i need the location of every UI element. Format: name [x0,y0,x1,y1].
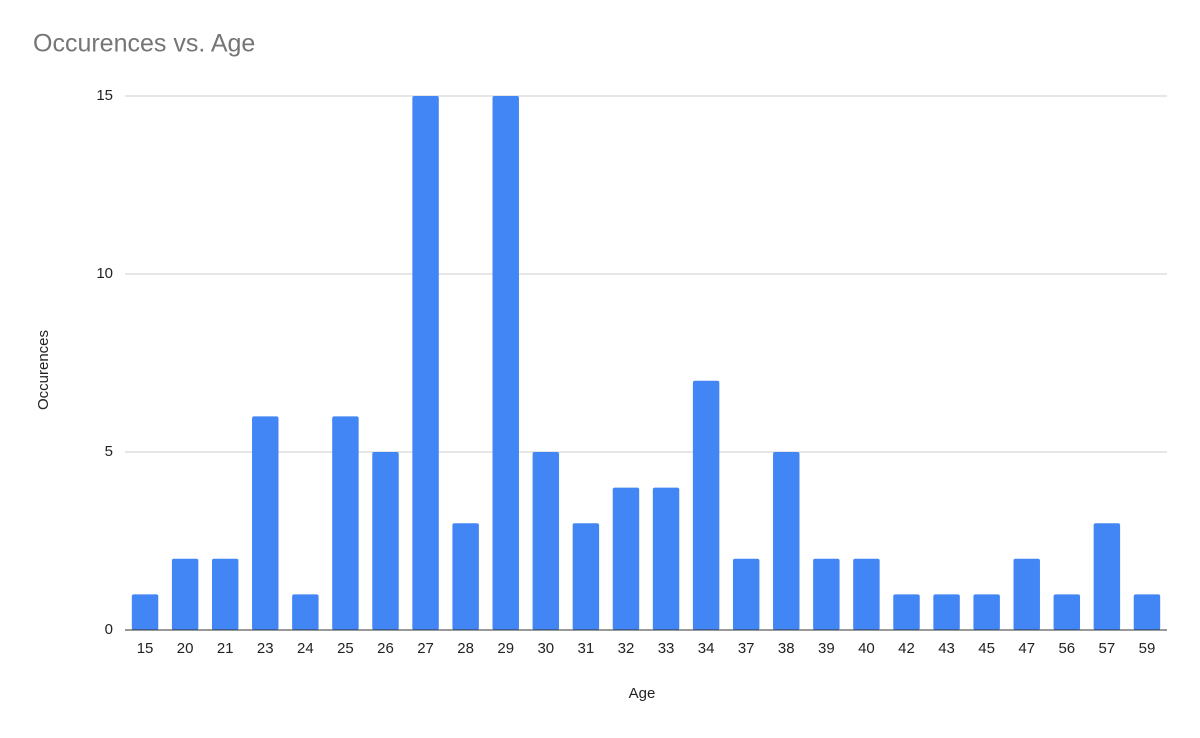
bar [1013,558,1040,630]
bar [692,380,720,630]
bar [612,487,640,630]
x-tick-label: 57 [1099,640,1116,657]
x-tick-label: 24 [297,640,314,657]
bar [252,416,279,630]
x-tick-label: 42 [898,640,915,657]
x-tick-label: 21 [217,640,234,657]
bar [973,594,1000,630]
bar [652,487,680,630]
bar [532,452,560,630]
bar [171,558,199,630]
x-tick-label: 39 [818,640,835,657]
bar [1093,523,1121,630]
x-tick-label: 27 [417,640,434,657]
bar [813,558,840,630]
bar [893,594,920,630]
x-tick-label: 47 [1018,640,1035,657]
bar [933,594,960,630]
x-tick-label: 34 [698,640,715,657]
bar [732,558,760,630]
x-tick-label: 37 [738,640,755,657]
bar [372,452,399,630]
x-axis-label: Age [629,685,656,702]
x-tick-label: 28 [457,640,474,657]
bar [332,416,359,630]
bar [1133,594,1161,630]
x-tick-label: 40 [858,640,875,657]
bar [773,452,800,630]
x-tick-label: 25 [337,640,354,657]
x-tick-label: 20 [177,640,194,657]
y-tick-label: 5 [105,443,113,460]
x-tick-label: 23 [257,640,274,657]
y-axis-label: Occurences [35,330,52,410]
bar [492,96,519,630]
x-tick-label: 15 [137,640,154,657]
bar [292,594,319,630]
x-tick-label: 31 [578,640,595,657]
bar [1053,594,1081,630]
x-tick-label: 43 [938,640,955,657]
bar [572,523,600,630]
x-tick-label: 56 [1058,640,1075,657]
bar [211,558,239,630]
bar [131,594,159,630]
bar [412,96,439,630]
y-tick-label: 10 [96,265,113,282]
x-tick-label: 38 [778,640,795,657]
chart-title: Occurences vs. Age [33,30,255,58]
x-tick-label: 32 [618,640,635,657]
x-tick-label: 45 [978,640,995,657]
x-tick-label: 26 [377,640,394,657]
bar [452,523,479,630]
y-tick-label: 0 [105,621,113,638]
x-tick-label: 29 [497,640,514,657]
y-tick-label: 15 [96,87,113,104]
x-tick-label: 33 [658,640,675,657]
bar [853,558,880,630]
x-tick-label: 30 [537,640,554,657]
x-tick-label: 59 [1139,640,1156,657]
